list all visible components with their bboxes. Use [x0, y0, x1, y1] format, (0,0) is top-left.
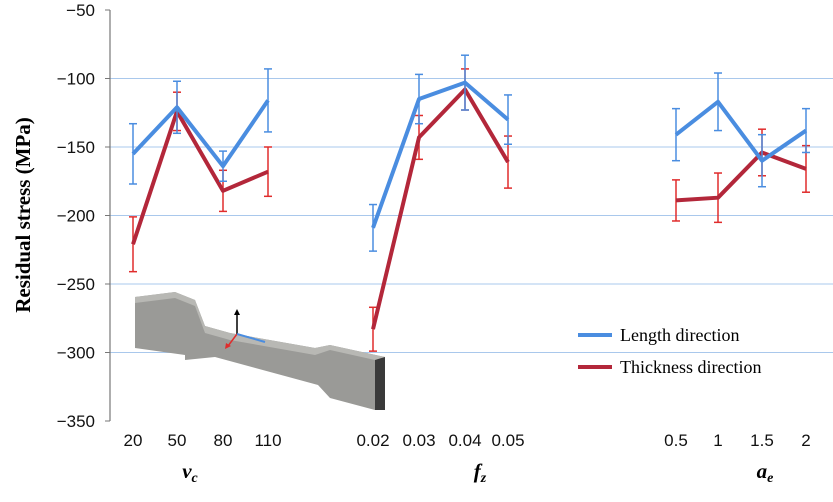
series-line-length	[674, 99, 808, 163]
series-line-thickness	[371, 87, 510, 330]
x-tick-label: 0.02	[356, 431, 389, 450]
x-tick-label: 0.05	[491, 431, 524, 450]
y-tick-label: −100	[57, 70, 95, 89]
group-label-subscript: z	[480, 471, 487, 486]
series-line-thickness	[131, 109, 269, 245]
x-tick-label: 1.5	[750, 431, 774, 450]
x-tick-label: 20	[124, 431, 143, 450]
legend-label-length: Length direction	[620, 325, 739, 345]
group-label: fz	[474, 459, 487, 486]
y-tick-label: −200	[57, 207, 95, 226]
group-label-subscript: e	[767, 471, 773, 486]
group-label-subscript: c	[192, 471, 199, 486]
specimen-illustration	[135, 292, 385, 410]
series-line-thickness	[675, 150, 807, 203]
group-label: vc	[182, 459, 198, 486]
y-tick-label: −350	[57, 412, 95, 431]
x-tick-label: 0.04	[448, 431, 481, 450]
y-tick-label: −150	[57, 138, 95, 157]
x-tick-label: 80	[214, 431, 233, 450]
legend-label-thickness: Thickness direction	[620, 357, 761, 377]
legend: Length direction Thickness direction	[578, 325, 761, 377]
x-tick-label: 2	[801, 431, 810, 450]
series-line-length	[371, 80, 510, 229]
x-tick-label: 50	[168, 431, 187, 450]
y-tick-label: −300	[57, 344, 95, 363]
series-line-length	[131, 99, 270, 169]
group-label: ae	[757, 459, 774, 486]
x-tick-label: 110	[254, 431, 281, 450]
y-tick-label: −50	[66, 1, 95, 20]
y-axis-label: Residual stress (MPa)	[11, 117, 35, 313]
y-tick-label: −250	[57, 275, 95, 294]
x-tick-label: 0.03	[402, 431, 435, 450]
x-tick-label: 1	[713, 431, 722, 450]
x-tick-label: 0.5	[664, 431, 688, 450]
